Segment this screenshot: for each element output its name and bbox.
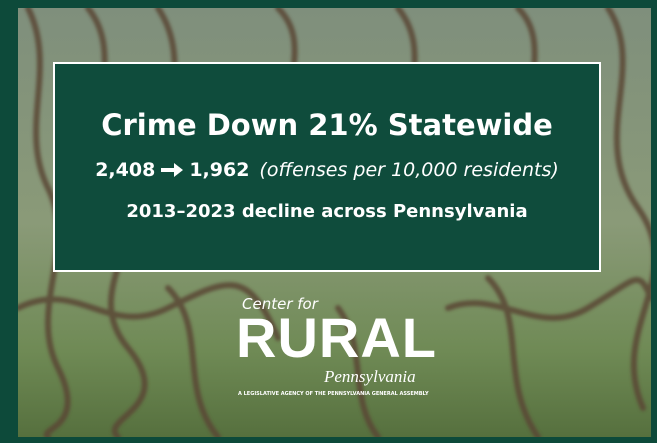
- logo-bottom: Pennsylvania: [324, 367, 416, 387]
- rate-change: 2,408 1,962 (offenses per 10,000 residen…: [55, 159, 599, 181]
- arrow-icon: [161, 163, 183, 177]
- rate-from: 2,408: [95, 159, 155, 181]
- logo-tagline: A LEGISLATIVE AGENCY OF THE PENNSYLVANIA…: [238, 391, 429, 397]
- logo: Center for RURAL Pennsylvania A LEGISLAT…: [236, 295, 466, 405]
- subheadline: 2013–2023 decline across Pennsylvania: [55, 201, 599, 222]
- infographic-card: Crime Down 21% Statewide 2,408 1,962 (of…: [0, 0, 657, 443]
- headline: Crime Down 21% Statewide: [55, 108, 599, 142]
- logo-main: RURAL: [236, 305, 437, 370]
- rate-unit: (offenses per 10,000 residents): [259, 159, 558, 181]
- rate-to: 1,962: [189, 159, 249, 181]
- headline-panel: Crime Down 21% Statewide 2,408 1,962 (of…: [53, 62, 601, 272]
